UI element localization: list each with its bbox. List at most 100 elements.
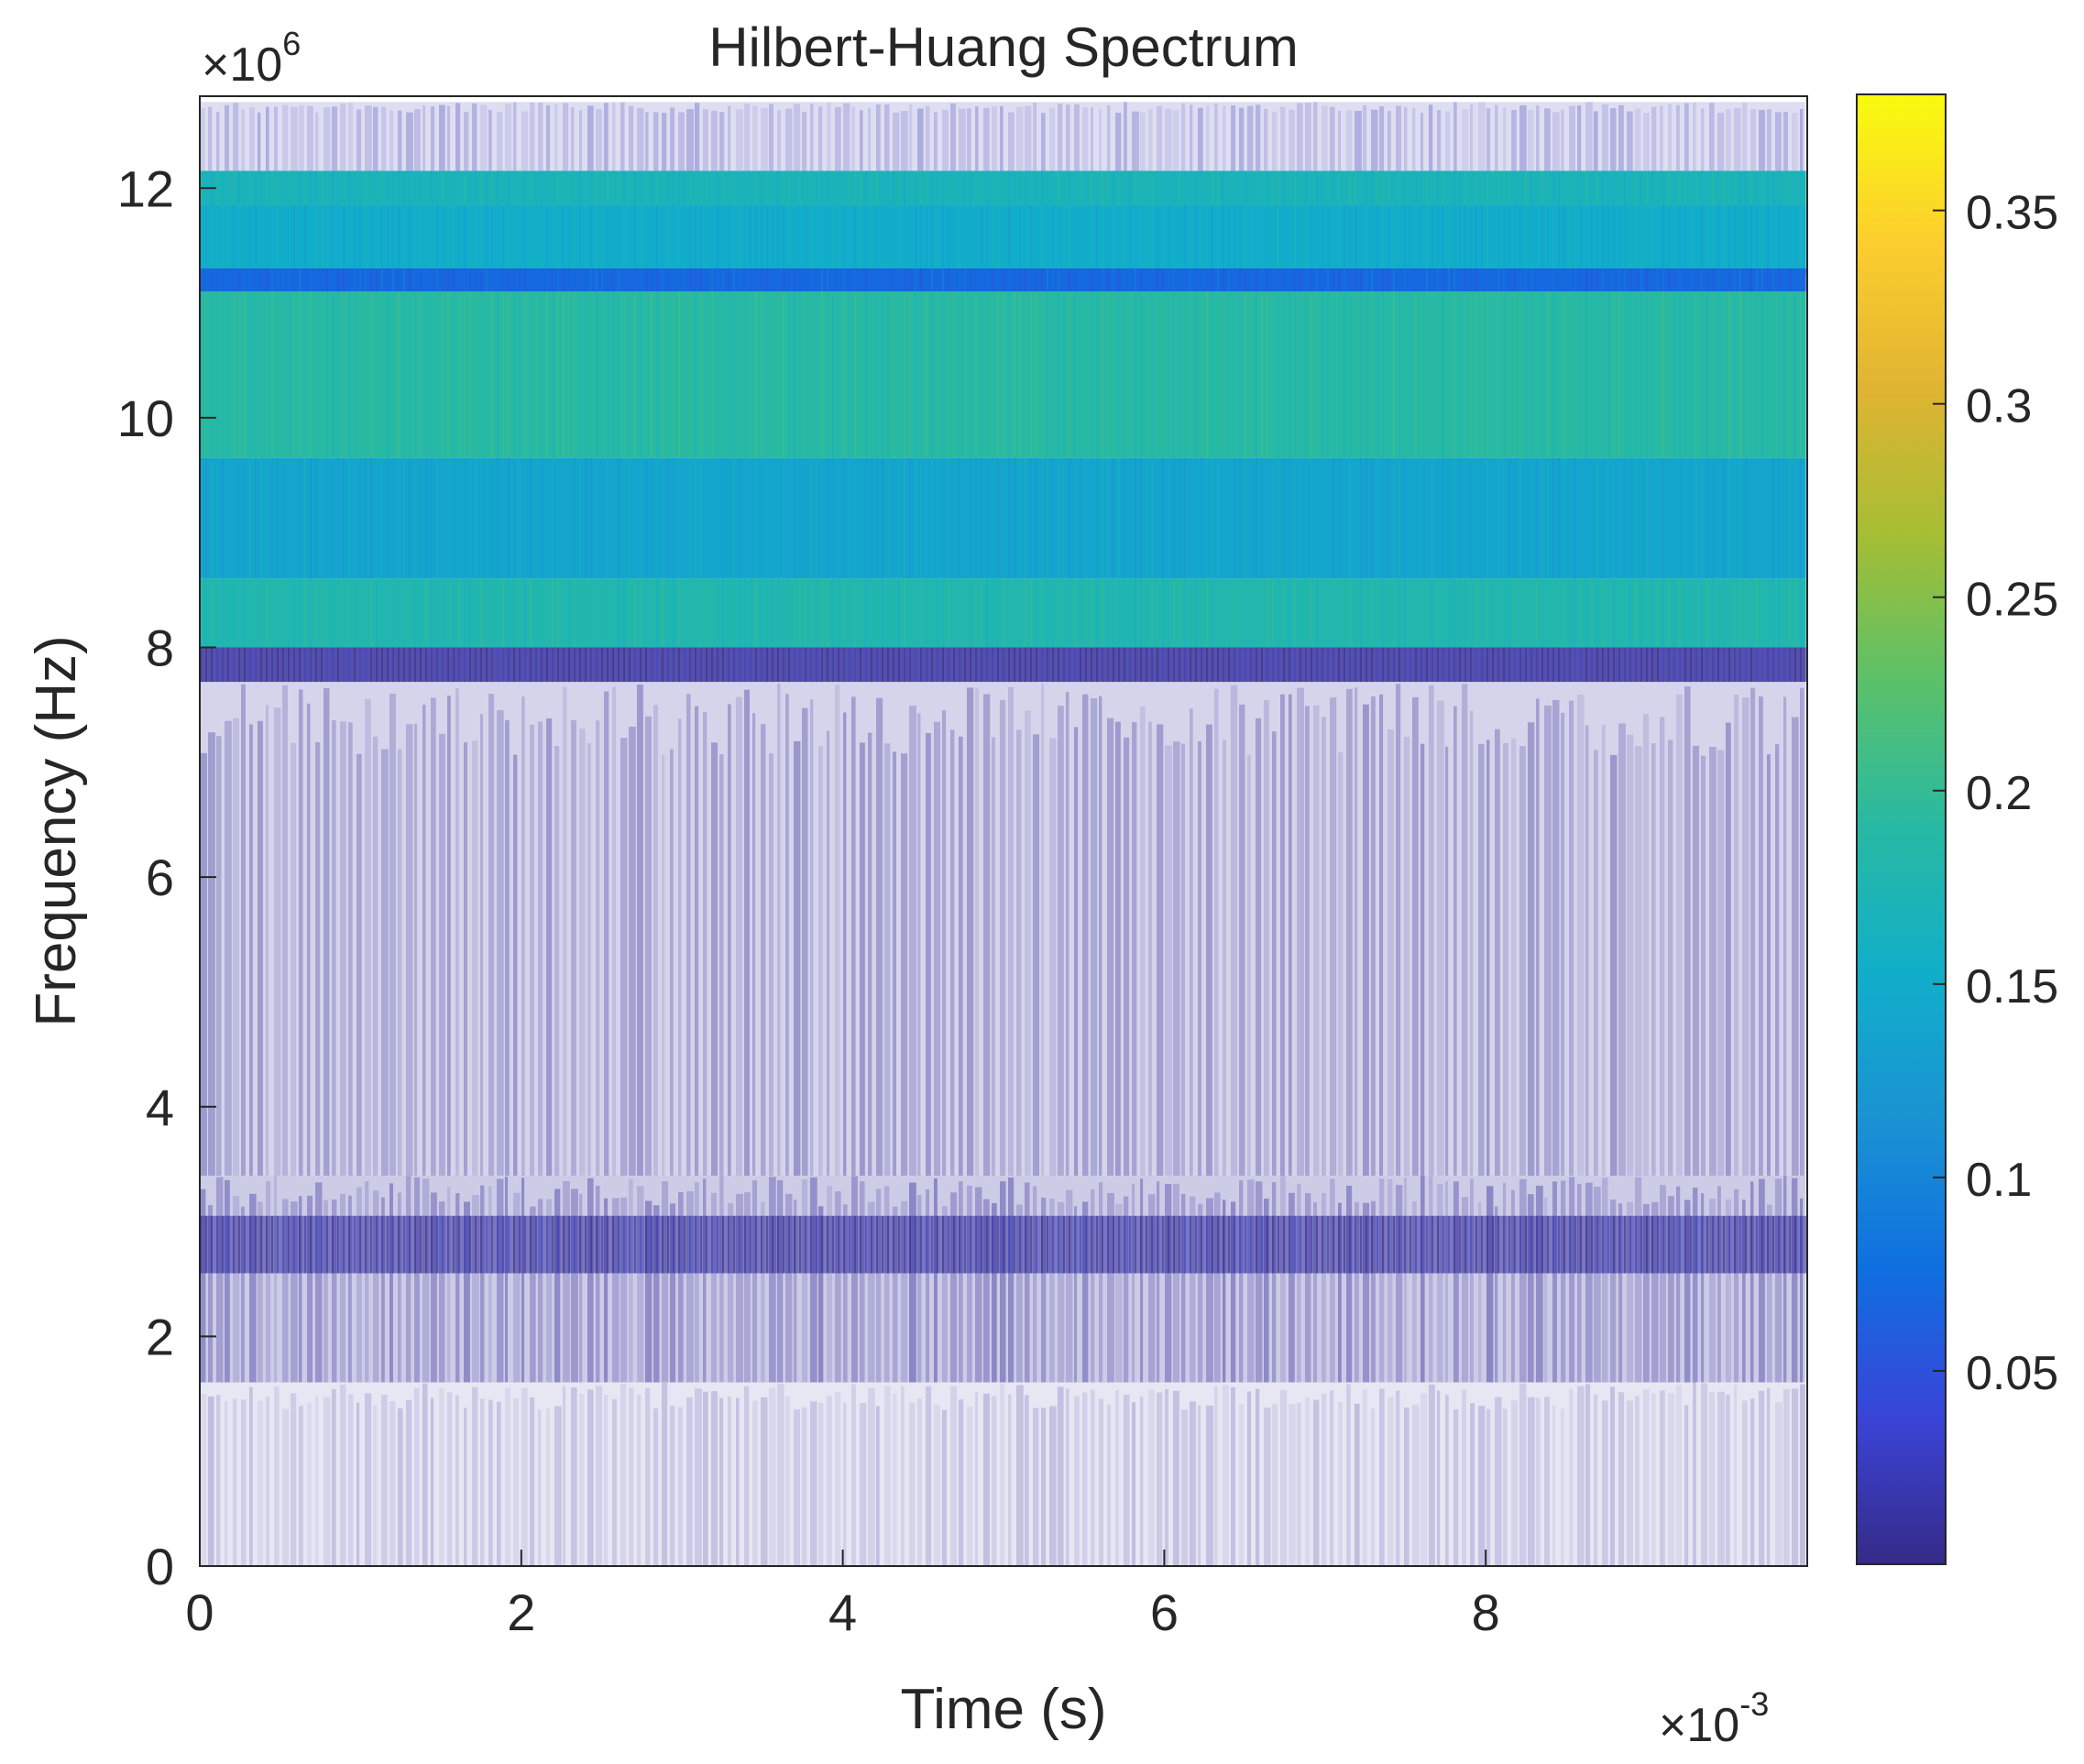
texture-stroke: [1135, 1215, 1136, 1274]
texture-stroke: [387, 1215, 389, 1274]
texture-stroke: [618, 291, 620, 458]
texture-stroke: [1789, 578, 1791, 648]
texture-stroke: [373, 106, 378, 177]
texture-stroke: [1558, 647, 1560, 683]
texture-stroke: [766, 170, 768, 206]
texture-stroke: [505, 1387, 511, 1566]
texture-stroke: [1470, 1215, 1472, 1274]
texture-stroke: [1124, 268, 1125, 292]
texture-stroke: [1371, 205, 1373, 275]
texture-stroke: [293, 647, 295, 683]
texture-stroke: [1624, 291, 1626, 458]
texture-stroke: [1085, 578, 1087, 648]
texture-stroke: [752, 1400, 758, 1566]
texture-stroke: [1256, 1181, 1263, 1383]
texture-stroke: [315, 457, 317, 579]
texture-stroke: [233, 647, 235, 683]
texture-stroke: [1794, 1215, 1796, 1274]
texture-stroke: [992, 457, 993, 579]
texture-stroke: [882, 205, 883, 275]
texture-stroke: [409, 205, 411, 275]
texture-stroke: [711, 578, 713, 648]
texture-stroke: [403, 205, 405, 275]
texture-stroke: [1651, 1393, 1656, 1566]
texture-stroke: [876, 578, 878, 648]
colorbar-tick-label: 0.2: [1966, 767, 2032, 820]
texture-stroke: [1662, 647, 1664, 683]
texture-stroke: [307, 1402, 312, 1566]
texture-stroke: [1091, 647, 1092, 683]
texture-stroke: [1497, 268, 1499, 292]
texture-stroke: [860, 457, 861, 579]
texture-stroke: [876, 457, 878, 579]
texture-stroke: [425, 457, 427, 579]
texture-stroke: [1679, 578, 1681, 648]
texture-stroke: [1412, 696, 1419, 1176]
svg-text:×10-3: ×10-3: [1659, 1685, 1769, 1752]
texture-stroke: [1503, 1182, 1507, 1383]
texture-stroke: [1525, 457, 1527, 579]
texture-stroke: [986, 578, 988, 648]
texture-stroke: [997, 578, 999, 648]
texture-stroke: [909, 104, 913, 177]
texture-stroke: [1420, 205, 1422, 275]
texture-stroke: [997, 647, 999, 683]
texture-stroke: [1201, 457, 1202, 579]
texture-stroke: [799, 457, 801, 579]
texture-stroke: [1778, 647, 1780, 683]
texture-stroke: [436, 457, 438, 579]
texture-stroke: [431, 291, 433, 458]
texture-stroke: [1789, 291, 1791, 458]
texture-stroke: [620, 1197, 628, 1383]
texture-stroke: [469, 647, 471, 683]
texture-stroke: [420, 291, 422, 458]
texture-stroke: [1052, 647, 1054, 683]
texture-stroke: [354, 170, 356, 206]
texture-stroke: [673, 268, 675, 292]
texture-stroke: [1239, 578, 1241, 648]
texture-stroke: [860, 1403, 867, 1566]
texture-stroke: [1459, 457, 1461, 579]
texture-stroke: [579, 170, 581, 206]
texture-stroke: [249, 205, 251, 275]
texture-stroke: [1580, 647, 1582, 683]
texture-stroke: [1429, 1176, 1433, 1383]
plot-frame: [199, 95, 1808, 1567]
texture-stroke: [1459, 170, 1461, 206]
texture-stroke: [1272, 205, 1274, 275]
texture-stroke: [934, 1404, 941, 1566]
texture-stroke: [1355, 457, 1356, 579]
texture-stroke: [590, 205, 592, 275]
texture-stroke: [530, 1215, 532, 1274]
texture-stroke: [1739, 457, 1741, 579]
texture-stroke: [1217, 268, 1219, 292]
texture-stroke: [568, 268, 570, 292]
texture-stroke: [805, 291, 806, 458]
texture-stroke: [1151, 170, 1153, 206]
texture-stroke: [455, 103, 461, 177]
texture-stroke: [1772, 1215, 1774, 1274]
texture-stroke: [794, 457, 795, 579]
texture-stroke: [1431, 457, 1433, 579]
texture-stroke: [1745, 205, 1747, 275]
texture-stroke: [755, 457, 757, 579]
texture-stroke: [728, 105, 731, 177]
texture-stroke: [1247, 1179, 1255, 1383]
texture-stroke: [216, 112, 220, 177]
texture-stroke: [1322, 268, 1323, 292]
texture-stroke: [816, 205, 817, 275]
texture-stroke: [447, 1215, 449, 1274]
texture-stroke: [249, 724, 253, 1176]
texture-stroke: [1574, 268, 1576, 292]
texture-stroke: [1113, 1215, 1114, 1274]
texture-stroke: [332, 170, 334, 206]
texture-stroke: [480, 1215, 482, 1274]
texture-stroke: [480, 457, 482, 579]
texture-stroke: [1173, 291, 1175, 458]
texture-stroke: [1008, 112, 1015, 177]
texture-stroke: [1228, 268, 1230, 292]
texture-stroke: [255, 268, 257, 292]
texture-stroke: [739, 457, 740, 579]
texture-stroke: [1305, 170, 1307, 206]
texture-stroke: [733, 205, 735, 275]
